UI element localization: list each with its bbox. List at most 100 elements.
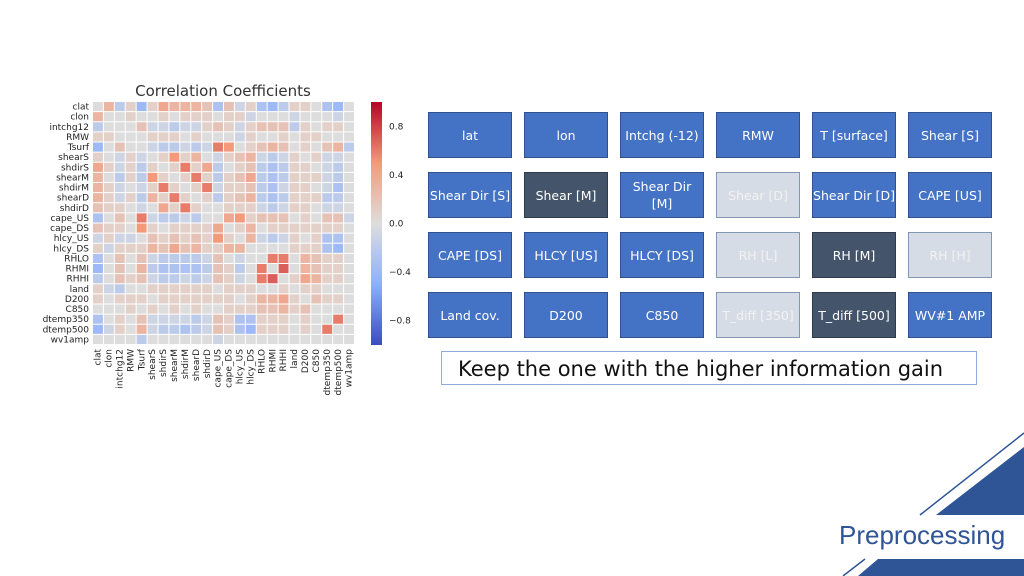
heatmap-cell — [169, 314, 180, 324]
heatmap-cell — [93, 102, 103, 112]
heatmap-cell — [114, 324, 125, 334]
heatmap-cell — [125, 324, 136, 334]
heatmap-cell — [333, 294, 344, 304]
heatmap-cell — [191, 334, 202, 344]
heatmap-cell — [169, 112, 180, 122]
heatmap-cell — [180, 213, 191, 223]
heatmap-cell — [93, 284, 103, 294]
heatmap-cell — [202, 203, 213, 213]
heatmap-cell — [103, 324, 114, 334]
heatmap-cell — [300, 294, 311, 304]
heatmap-cell — [333, 284, 344, 294]
heatmap-cell — [333, 112, 344, 122]
heatmap-cell — [224, 264, 234, 274]
heatmap-cell — [202, 142, 213, 152]
heatmap-cell — [234, 324, 245, 334]
heatmap-cell — [278, 223, 289, 233]
heatmap-cell — [136, 122, 147, 132]
heatmap-cell — [169, 142, 180, 152]
heatmap-cell — [180, 264, 191, 274]
x-tick-label: clon — [105, 349, 115, 368]
heatmap-cell — [224, 274, 234, 284]
heatmap-cell — [245, 122, 256, 132]
heatmap-cell — [114, 193, 125, 203]
heatmap-cell — [180, 253, 191, 263]
heatmap-cell — [103, 233, 114, 243]
heatmap-cell — [180, 102, 191, 112]
heatmap-cell — [136, 274, 147, 284]
heatmap-cell — [191, 294, 202, 304]
heatmap-cell — [267, 324, 278, 334]
heatmap-cell — [344, 112, 354, 122]
feature-label: T_diff [350] — [722, 307, 794, 323]
feature-box: RMW — [716, 112, 800, 158]
heatmap-cell — [114, 213, 125, 223]
heatmap-cell — [245, 132, 256, 142]
heatmap-cell — [344, 243, 354, 253]
heatmap-cell — [114, 284, 125, 294]
heatmap-cell — [311, 193, 322, 203]
heatmap-cell — [169, 284, 180, 294]
heatmap-cell — [322, 122, 333, 132]
feature-label: lon — [556, 127, 576, 143]
x-tick-label: land — [290, 349, 300, 368]
heatmap-cell — [311, 264, 322, 274]
heatmap-cell — [180, 172, 191, 182]
heatmap-cell — [256, 243, 267, 253]
y-tick-label: shdirD — [60, 204, 89, 214]
heatmap-cell — [256, 162, 267, 172]
heatmap-cell — [147, 183, 158, 193]
y-tick-label: wv1amp — [51, 335, 90, 345]
heatmap-cell — [103, 102, 114, 112]
y-tick-label: D200 — [65, 295, 89, 305]
heatmap-cell — [213, 334, 223, 344]
heatmap-cell — [322, 284, 333, 294]
feature-label: CAPE [US] — [918, 187, 982, 203]
heatmap-cell — [267, 152, 278, 162]
heatmap-cell — [213, 213, 223, 223]
heatmap-cell — [147, 314, 158, 324]
heatmap-cell — [300, 334, 311, 344]
heatmap-cell — [147, 132, 158, 142]
heatmap-cell — [333, 243, 344, 253]
heatmap-cell — [300, 284, 311, 294]
feature-label: Shear [D] — [728, 187, 788, 203]
heatmap-cell — [191, 243, 202, 253]
heatmap-cell — [267, 203, 278, 213]
heatmap-cell — [234, 172, 245, 182]
heatmap-cell — [103, 213, 114, 223]
y-tick-label: land — [70, 285, 89, 295]
heatmap-cell — [114, 102, 125, 112]
heatmap-cell — [267, 213, 278, 223]
heatmap-cell — [234, 243, 245, 253]
heatmap-cell — [234, 314, 245, 324]
heatmap-cell — [344, 304, 354, 314]
heatmap-cell — [224, 132, 234, 142]
heatmap-cell — [256, 172, 267, 182]
feature-box: lon — [524, 112, 608, 158]
heatmap-cell — [158, 324, 169, 334]
heatmap-cell — [245, 294, 256, 304]
feature-box: Shear Dir [M] — [620, 172, 704, 218]
heatmap-cell — [234, 223, 245, 233]
x-tick-label: wv1amp — [345, 349, 355, 388]
y-tick-label: intchg12 — [49, 123, 89, 133]
heatmap-cell — [256, 264, 267, 274]
heatmap-cell — [136, 213, 147, 223]
heatmap-cell — [234, 152, 245, 162]
heatmap-cell — [213, 203, 223, 213]
heatmap-cell — [213, 132, 223, 142]
heatmap-cell — [158, 112, 169, 122]
heatmap-cell — [267, 102, 278, 112]
heatmap-cell — [125, 284, 136, 294]
heatmap-cell — [322, 193, 333, 203]
heatmap-cell — [300, 264, 311, 274]
heatmap-cell — [333, 162, 344, 172]
heatmap-cell — [125, 132, 136, 142]
heatmap-cell — [147, 223, 158, 233]
x-tick-label: shdirD — [203, 349, 213, 378]
heatmap-cell — [191, 132, 202, 142]
heatmap-cell — [289, 213, 300, 223]
heatmap-cell — [322, 142, 333, 152]
x-tick-label: intchg12 — [115, 349, 125, 389]
